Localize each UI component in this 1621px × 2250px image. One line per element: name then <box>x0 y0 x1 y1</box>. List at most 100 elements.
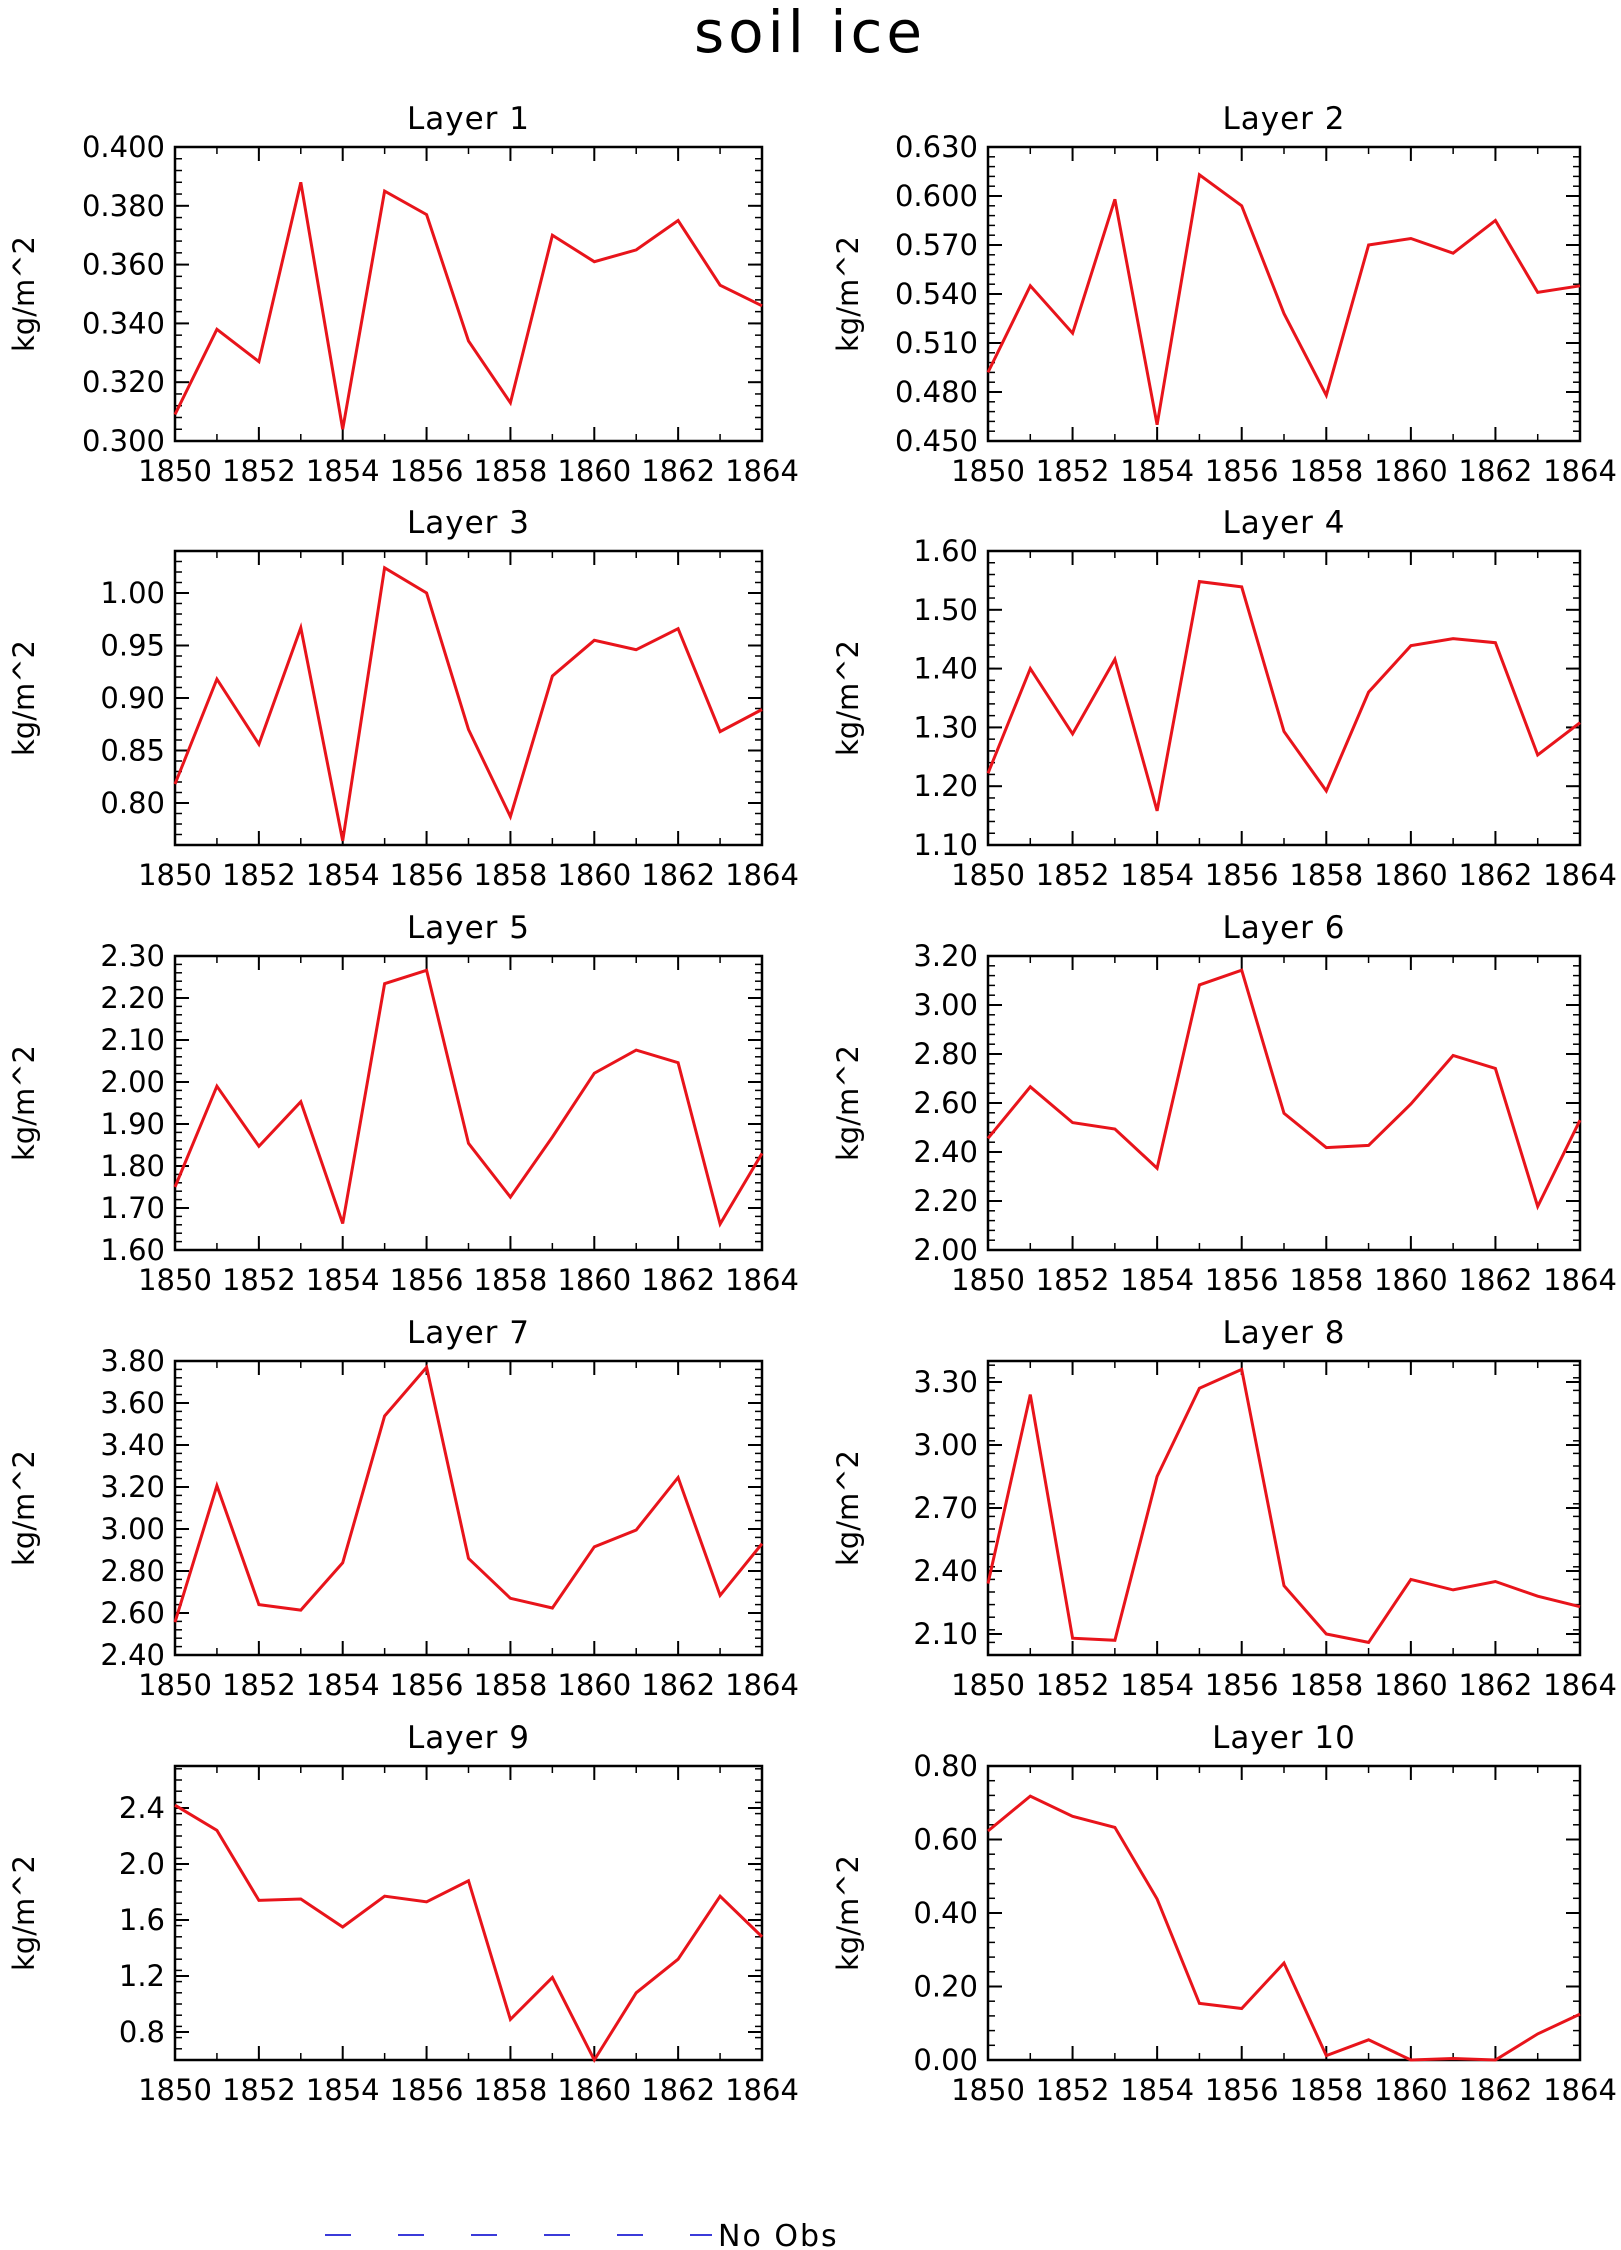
x-tick-label: 1860 <box>1374 1668 1448 1702</box>
y-axis-label: kg/m^2 <box>831 1045 865 1161</box>
x-tick-label: 1862 <box>641 858 715 892</box>
x-tick-label: 1860 <box>1374 454 1448 488</box>
panel-10: 0.00 0.20 0.40 0.60 0.80 1850 1852 1854 1856 1858… <box>831 1720 1617 2107</box>
y-tick-label: 0.320 <box>82 365 165 399</box>
panel-7: 2.40 2.60 2.80 3.00 3.20 3.40 3.60 3.80 1850 1852… <box>7 1315 799 1702</box>
series-line <box>173 968 764 1228</box>
y-tick-label: 2.20 <box>100 981 165 1015</box>
x-tick-label: 1860 <box>557 858 631 892</box>
x-tick-label: 1854 <box>306 1263 380 1297</box>
y-tick-label: 0.300 <box>82 424 165 458</box>
x-tick-label: 1856 <box>390 1668 464 1702</box>
x-tick-label: 1852 <box>1036 1668 1110 1702</box>
plot-frame <box>173 1359 764 1657</box>
plot-frame <box>986 1359 1582 1657</box>
panel-title: Layer 5 <box>407 910 530 946</box>
panel-5: 1.60 1.70 1.80 1.90 2.00 2.10 2.20 2.30 1850 1852… <box>7 910 799 1297</box>
x-tick-label: 1858 <box>1289 2073 1363 2107</box>
y-tick-label: 2.70 <box>913 1491 978 1525</box>
y-tick-label: 0.380 <box>82 189 165 223</box>
x-tick-label: 1850 <box>138 1668 212 1702</box>
y-tick-label: 0.60 <box>913 1823 978 1857</box>
y-axis-label: kg/m^2 <box>7 1855 41 1971</box>
x-tick-label: 1860 <box>1374 1263 1448 1297</box>
y-tick-label: 0.90 <box>100 681 165 715</box>
panel-1: 0.300 0.320 0.340 0.360 0.380 0.400 1850 1852 18… <box>7 101 799 488</box>
y-tick-label: 2.30 <box>100 939 165 973</box>
x-tick-label: 1864 <box>725 1668 799 1702</box>
y-tick-label: 2.60 <box>100 1596 165 1630</box>
x-tick-label: 1850 <box>951 454 1025 488</box>
series-line <box>986 968 1582 1211</box>
x-tick-label: 1854 <box>306 858 380 892</box>
series-line <box>173 181 763 430</box>
x-tick-label: 1852 <box>1036 454 1110 488</box>
series-line <box>173 1364 764 1623</box>
x-tick-label: 1854 <box>1120 1263 1194 1297</box>
y-tick-label: 3.80 <box>100 1344 165 1378</box>
y-tick-label: 1.60 <box>100 1233 165 1267</box>
y-tick-label: 0.340 <box>82 306 165 340</box>
x-tick-label: 1850 <box>951 2073 1025 2107</box>
panel-title: Layer 8 <box>1222 1315 1345 1351</box>
y-tick-label: 0.85 <box>100 734 165 768</box>
panel-6: 2.00 2.20 2.40 2.60 2.80 3.00 3.20 1850 1852 1854… <box>831 910 1617 1297</box>
x-tick-label: 1856 <box>1205 1668 1279 1702</box>
y-tick-label: 3.00 <box>913 1428 978 1462</box>
panel-9: 0.8 1.2 1.6 2.0 2.4 1850 1852 1854 1856 1858 1860 1… <box>7 1720 799 2107</box>
series-line <box>986 1367 1581 1645</box>
y-tick-label: 1.00 <box>100 576 165 610</box>
x-tick-label: 1858 <box>1289 454 1363 488</box>
x-tick-label: 1856 <box>1205 858 1279 892</box>
y-tick-label: 0.80 <box>913 1749 978 1783</box>
y-tick-label: 0.400 <box>82 130 165 164</box>
y-tick-label: 2.00 <box>100 1065 165 1099</box>
x-tick-label: 1864 <box>725 454 799 488</box>
x-tick-label: 1852 <box>1036 2073 1110 2107</box>
panel-8: 2.10 2.40 2.70 3.00 3.30 1850 1852 1854 1856 1858… <box>831 1315 1617 1702</box>
series-line <box>987 1794 1581 2062</box>
x-tick-label: 1858 <box>474 2073 548 2107</box>
panel-title: Layer 2 <box>1222 101 1345 137</box>
y-tick-label: 1.40 <box>913 652 978 686</box>
x-tick-label: 1858 <box>474 858 548 892</box>
panel-2: 0.450 0.480 0.510 0.540 0.570 0.600 0.630 1850 1… <box>831 101 1617 488</box>
x-tick-label: 1858 <box>474 1668 548 1702</box>
x-tick-label: 1854 <box>306 454 380 488</box>
x-tick-label: 1850 <box>138 2073 212 2107</box>
x-tick-label: 1852 <box>1036 1263 1110 1297</box>
y-tick-label: 1.60 <box>913 534 978 568</box>
x-tick-label: 1858 <box>1289 1263 1363 1297</box>
y-tick-label: 1.2 <box>119 1959 165 1993</box>
y-tick-label: 2.60 <box>913 1086 978 1120</box>
x-tick-label: 1860 <box>557 1263 631 1297</box>
y-tick-label: 1.30 <box>913 710 978 744</box>
x-tick-label: 1862 <box>641 1668 715 1702</box>
y-tick-label: 1.10 <box>913 828 978 862</box>
plot-frame <box>986 954 1582 1252</box>
y-tick-label: 0.360 <box>82 248 165 282</box>
panel-4: 1.10 1.20 1.30 1.40 1.50 1.60 1850 1852 1854 1856… <box>831 505 1617 892</box>
x-tick-label: 1852 <box>222 1668 296 1702</box>
y-tick-label: 0.570 <box>895 228 978 262</box>
y-tick-label: 0.480 <box>895 375 978 409</box>
x-tick-label: 1852 <box>1036 858 1110 892</box>
y-tick-label: 0.8 <box>119 2015 165 2049</box>
series-line <box>174 1803 764 2064</box>
y-axis-label: kg/m^2 <box>831 1450 865 1566</box>
y-tick-label: 2.40 <box>913 1135 978 1169</box>
y-tick-label: 2.0 <box>119 1847 165 1881</box>
legend: No Obs <box>325 2219 839 2250</box>
y-tick-label: 0.80 <box>100 786 165 820</box>
x-tick-label: 1852 <box>222 1263 296 1297</box>
panel-3: 0.80 0.85 0.90 0.95 1.00 1850 1852 1854 1856 1858… <box>7 505 799 892</box>
y-tick-label: 3.60 <box>100 1386 165 1420</box>
x-tick-label: 1864 <box>725 858 799 892</box>
y-axis-label: kg/m^2 <box>7 1450 41 1566</box>
panel-title: Layer 4 <box>1222 505 1345 541</box>
panels: 0.300 0.320 0.340 0.360 0.380 0.400 1850 1852 18… <box>7 101 1617 2107</box>
plot-frame <box>173 145 764 443</box>
legend-label-no-obs: No Obs <box>718 2219 839 2250</box>
x-tick-label: 1862 <box>1459 2073 1533 2107</box>
y-tick-label: 1.50 <box>913 593 978 627</box>
